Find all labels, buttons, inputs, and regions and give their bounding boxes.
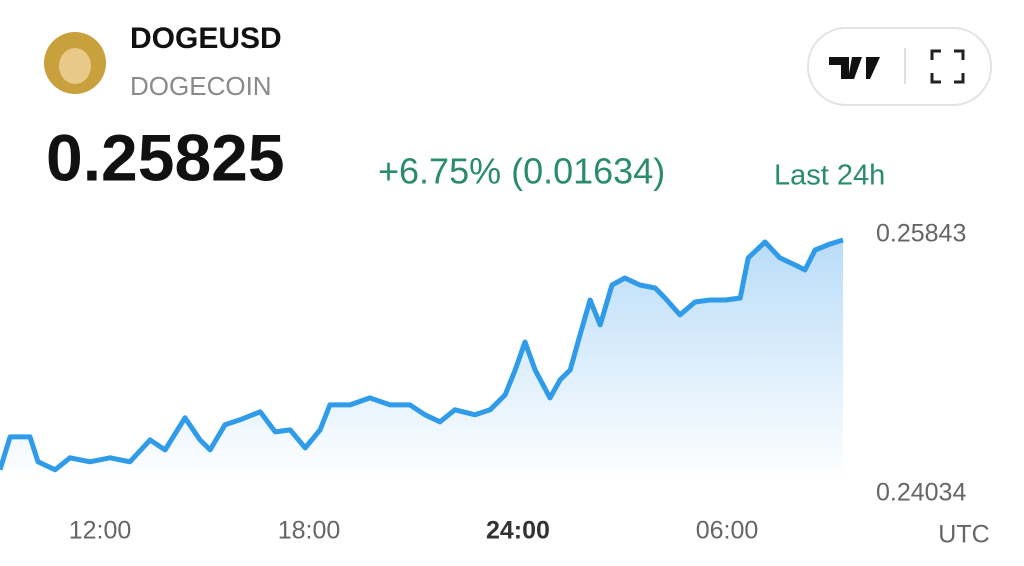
fullscreen-icon [930,49,965,84]
price: 0.25825 [46,120,285,194]
x-tick-label: 18:00 [278,517,341,545]
y-tick-label: 0.24034 [876,479,966,507]
area [0,240,843,480]
x-tick-label: 06:00 [696,517,759,545]
tradingview-button[interactable] [829,57,880,79]
change: +6.75% (0.01634) [378,151,665,192]
fullscreen-button[interactable] [930,49,965,84]
toolbar [807,27,992,106]
price-line [0,237,844,473]
symbol: DOGEUSD [130,22,282,55]
coin-logo-face [59,48,91,84]
x-tick-label: 12:00 [69,517,132,545]
coin-name: DOGECOIN [130,71,272,101]
y-tick-label: 0.25843 [876,220,966,248]
x-tick-label: 24:00 [486,517,550,545]
tradingview-icon [829,57,880,79]
period: Last 24h [774,160,885,192]
x-axis-label: UTC [938,521,989,549]
